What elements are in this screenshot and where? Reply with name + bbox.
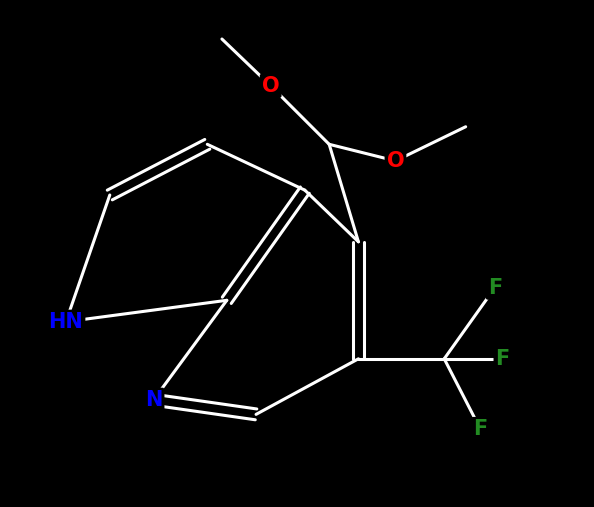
Text: N: N bbox=[145, 390, 162, 410]
Text: O: O bbox=[387, 151, 405, 171]
Text: F: F bbox=[488, 278, 502, 298]
Text: F: F bbox=[495, 349, 510, 369]
Text: HN: HN bbox=[49, 312, 83, 332]
Text: F: F bbox=[473, 419, 488, 439]
Text: O: O bbox=[262, 76, 280, 96]
